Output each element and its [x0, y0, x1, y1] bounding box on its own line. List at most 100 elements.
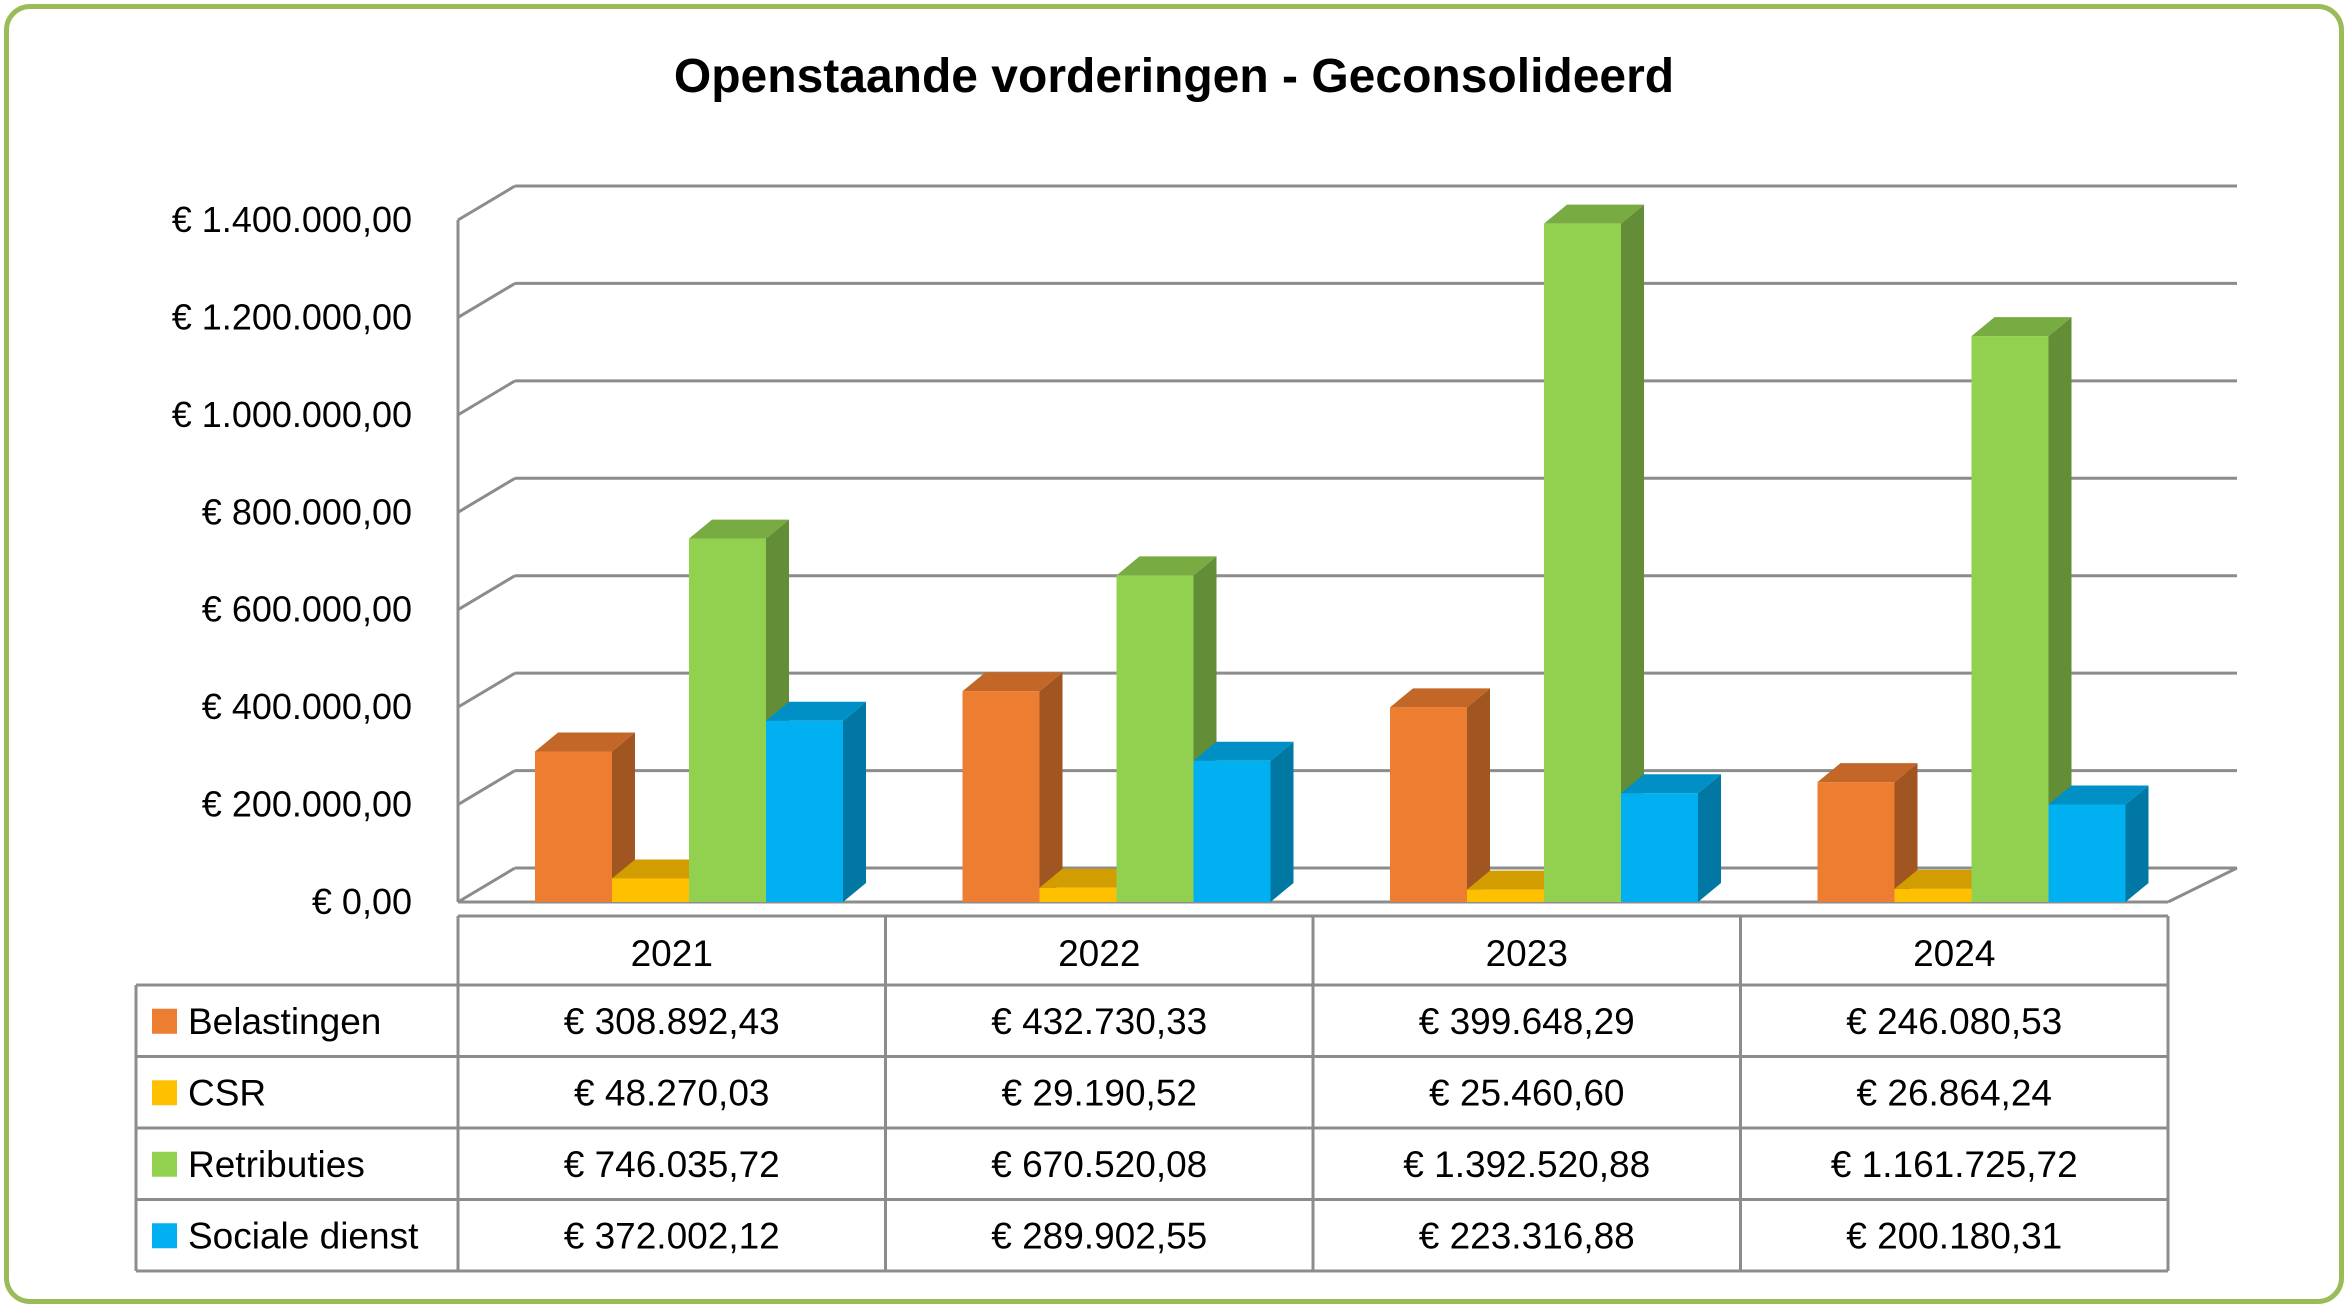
bar-front-face — [1467, 889, 1544, 902]
x-category-label: 2021 — [631, 933, 713, 974]
table-value-cell: € 26.864,24 — [1857, 1072, 2052, 1113]
x-category-label: 2024 — [1913, 933, 1995, 974]
bar-top-face — [612, 859, 712, 879]
bar-retributies-2021 — [689, 519, 789, 902]
y-tick-label: € 200.000,00 — [202, 784, 412, 825]
table-value-cell: € 372.002,12 — [564, 1215, 780, 1256]
data-table: 2021 2022 2023 2024 Belastingen € 308.892,43 €… — [134, 914, 2170, 1273]
bar-front-face — [1193, 760, 1271, 902]
bar-side-face — [1621, 204, 1644, 902]
side-wall-gridline — [457, 671, 516, 709]
table-value-cell: € 246.080,53 — [1846, 1001, 2062, 1042]
side-wall-gridline — [457, 282, 516, 319]
bar-front-face — [766, 720, 843, 902]
bar-top-face — [1193, 741, 1294, 761]
y-tick-label: € 800.000,00 — [202, 491, 412, 532]
bar-top-face — [1390, 688, 1490, 708]
bar-side-face — [1467, 688, 1490, 902]
y-axis-tick-labels: € 0,00 € 200.000,00 € 400.000,00 € 600.000,… — [172, 199, 412, 922]
bar-side-face — [1894, 763, 1918, 902]
bar-top-face — [1621, 774, 1721, 794]
table-value-cell: € 29.190,52 — [1002, 1072, 1197, 1113]
bar-front-face — [1894, 888, 1972, 902]
bar-top-face — [2048, 785, 2149, 805]
legend-swatch — [152, 1223, 177, 1249]
table-value-cell: € 289.902,55 — [991, 1215, 1207, 1256]
table-value-cell: € 746.035,72 — [564, 1144, 780, 1185]
side-wall-gridline — [457, 184, 516, 222]
bar-front-face — [1039, 887, 1117, 902]
bar-belastingen-2021 — [535, 732, 635, 902]
bar-retributies-2024 — [1971, 317, 2072, 902]
bar-top-face — [1544, 204, 1644, 224]
bar-top-face — [689, 519, 789, 539]
floor-edge — [2167, 866, 2238, 904]
table-value-cell: € 200.180,31 — [1846, 1215, 2062, 1256]
bar-sociale-dienst-2024 — [2048, 785, 2149, 902]
bar-front-face — [962, 691, 1040, 902]
bar-side-face — [1698, 774, 1721, 902]
bar-belastingen-2022 — [962, 672, 1063, 902]
y-tick-label: € 1.000.000,00 — [172, 394, 412, 435]
bar-front-face — [1116, 575, 1194, 902]
bar-side-face — [1270, 741, 1294, 902]
side-wall-gridline — [457, 379, 516, 417]
y-tick-label: € 0,00 — [312, 881, 412, 922]
table-value-cell: € 1.392.520,88 — [1403, 1144, 1650, 1185]
bar-side-face — [2125, 785, 2149, 902]
bar-sociale-dienst-2022 — [1193, 741, 1294, 902]
y-tick-label: € 1.200.000,00 — [172, 296, 412, 337]
bar-side-face — [1039, 672, 1063, 902]
legend-swatch — [152, 1080, 177, 1106]
y-tick-label: € 1.400.000,00 — [172, 199, 412, 240]
y-tick-label: € 600.000,00 — [202, 589, 412, 630]
legend-label: Sociale dienst — [188, 1215, 419, 1256]
bar-top-face — [1116, 556, 1217, 576]
legend-label: CSR — [188, 1072, 266, 1113]
x-category-label: 2023 — [1486, 933, 1568, 974]
bar-top-face — [1467, 870, 1567, 890]
legend-label: Retributies — [188, 1144, 365, 1185]
x-category-label: 2022 — [1058, 933, 1140, 974]
bar-top-face — [1039, 868, 1140, 888]
bar-side-face — [843, 701, 866, 902]
table-value-cell: € 670.520,08 — [991, 1144, 1207, 1185]
table-value-cell: € 432.730,33 — [991, 1001, 1207, 1042]
bar-front-face — [1544, 223, 1621, 902]
bar-front-face — [1390, 707, 1467, 902]
legend-swatch — [152, 1151, 177, 1177]
table-value-cell: € 48.270,03 — [574, 1072, 769, 1113]
bar-front-face — [612, 878, 689, 902]
chart-title: Openstaande vorderingen - Geconsolideerd — [674, 50, 1674, 103]
table-value-cell: € 223.316,88 — [1419, 1215, 1635, 1256]
y-tick-label: € 400.000,00 — [202, 686, 412, 727]
bar-top-face — [1817, 763, 1918, 783]
bar-front-face — [1621, 793, 1698, 902]
bar-front-face — [1817, 782, 1895, 902]
side-wall-gridline — [457, 574, 516, 612]
side-wall-gridline — [457, 866, 516, 904]
legend-label: Belastingen — [188, 1001, 381, 1042]
bar-side-face — [612, 732, 635, 902]
bar-belastingen-2023 — [1390, 688, 1490, 902]
bar-top-face — [535, 732, 635, 752]
bar-retributies-2023 — [1544, 204, 1644, 902]
bar-top-face — [1971, 317, 2072, 337]
bars — [535, 204, 2149, 902]
legend-swatch — [152, 1008, 177, 1034]
bar-top-face — [1894, 869, 1995, 889]
bar-front-face — [689, 538, 766, 902]
bar-front-face — [1971, 336, 2049, 902]
table-value-cell: € 1.161.725,72 — [1831, 1144, 2078, 1185]
bar-front-face — [2048, 804, 2126, 902]
table-value-cell: € 399.648,29 — [1419, 1001, 1635, 1042]
bar-side-face — [2048, 317, 2072, 902]
table-value-cell: € 25.460,60 — [1429, 1072, 1624, 1113]
bar-sociale-dienst-2021 — [766, 701, 866, 902]
bar-top-face — [766, 701, 866, 721]
table-value-cell: € 308.892,43 — [564, 1001, 780, 1042]
side-wall-gridline — [457, 769, 516, 806]
bar-front-face — [535, 751, 612, 902]
side-wall-gridline — [457, 476, 516, 514]
